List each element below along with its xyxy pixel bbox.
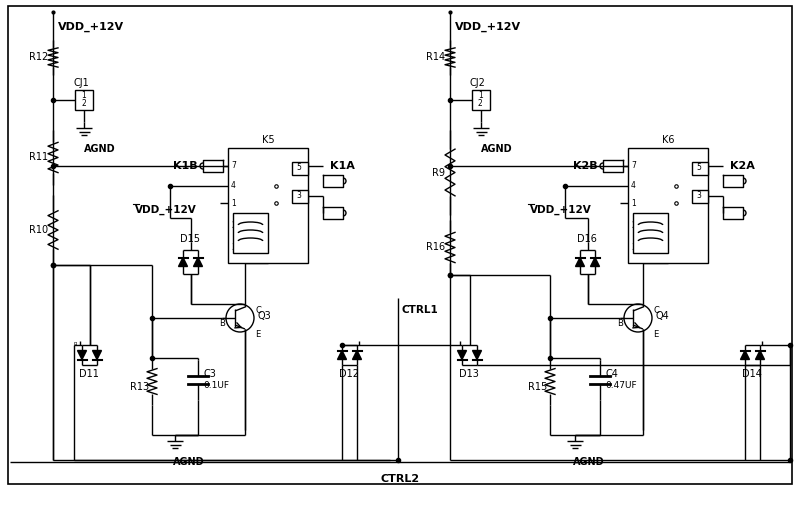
Text: C3: C3 (203, 369, 216, 379)
Text: VDD_+12V: VDD_+12V (135, 205, 197, 215)
Text: 3: 3 (231, 244, 236, 252)
Polygon shape (458, 351, 466, 359)
Text: R10: R10 (29, 225, 48, 235)
Text: Q4: Q4 (656, 311, 670, 321)
Text: 3: 3 (631, 244, 636, 252)
Bar (228, 148, 308, 263)
Text: 4: 4 (231, 181, 236, 191)
Text: 0.1UF: 0.1UF (203, 381, 229, 391)
Text: CJ1: CJ1 (73, 78, 89, 88)
Text: 4: 4 (631, 181, 636, 191)
Polygon shape (353, 351, 362, 359)
Text: 0.47UF: 0.47UF (605, 381, 637, 391)
Text: VDD_+12V: VDD_+12V (58, 22, 124, 32)
Text: E: E (653, 330, 658, 339)
Text: AGND: AGND (573, 457, 605, 467)
Text: CJ2: CJ2 (470, 78, 486, 88)
Polygon shape (178, 258, 187, 266)
Text: 5: 5 (296, 163, 301, 173)
Text: 2: 2 (81, 100, 86, 108)
Text: C: C (255, 306, 261, 315)
Text: CTRL2: CTRL2 (381, 474, 419, 484)
Text: K1B: K1B (173, 161, 198, 171)
Polygon shape (575, 258, 585, 266)
Text: C: C (653, 306, 659, 315)
Text: R11: R11 (29, 153, 48, 162)
Text: D13: D13 (459, 369, 479, 379)
Text: D11: D11 (79, 369, 99, 379)
Bar (692, 190, 708, 203)
Text: 2: 2 (631, 222, 636, 230)
Bar (75, 90, 93, 110)
Text: 2: 2 (231, 222, 236, 230)
Text: AGND: AGND (481, 144, 513, 154)
Text: VDD_+12V: VDD_+12V (530, 205, 592, 215)
Text: D12: D12 (339, 369, 359, 379)
Text: AGND: AGND (173, 457, 205, 467)
Bar (292, 190, 308, 203)
Bar (628, 148, 708, 263)
Text: K2A: K2A (730, 161, 755, 171)
Text: 3: 3 (296, 192, 301, 200)
Text: C4: C4 (605, 369, 618, 379)
Text: R9: R9 (432, 168, 445, 177)
Text: R14: R14 (426, 52, 445, 63)
Bar (472, 90, 490, 110)
Text: 7: 7 (631, 161, 636, 171)
Text: B: B (617, 319, 623, 328)
Polygon shape (194, 258, 202, 266)
Text: E: E (255, 330, 260, 339)
Text: Q3: Q3 (258, 311, 272, 321)
Text: CTRL1: CTRL1 (401, 305, 438, 315)
Text: VDD_+12V: VDD_+12V (455, 22, 521, 32)
Text: K6: K6 (662, 135, 674, 145)
Polygon shape (741, 351, 750, 359)
Text: 1: 1 (478, 91, 482, 101)
Text: 3: 3 (696, 192, 701, 200)
Polygon shape (93, 351, 102, 359)
Text: B: B (219, 319, 225, 328)
Text: 7: 7 (231, 161, 236, 171)
Bar (292, 161, 308, 174)
Polygon shape (473, 351, 482, 359)
Polygon shape (78, 351, 86, 359)
Bar (233, 213, 268, 253)
Text: R16: R16 (426, 243, 445, 252)
Text: AGND: AGND (84, 144, 116, 154)
Text: 1: 1 (81, 91, 86, 101)
Polygon shape (590, 258, 599, 266)
Text: R: R (74, 342, 78, 347)
Text: 1: 1 (231, 198, 236, 208)
Text: D15: D15 (180, 234, 200, 244)
Bar (633, 213, 668, 253)
Text: R15: R15 (528, 381, 547, 392)
Text: D14: D14 (742, 369, 762, 379)
Text: 5: 5 (696, 163, 701, 173)
Text: 1: 1 (631, 198, 636, 208)
Polygon shape (755, 351, 765, 359)
Text: K2B: K2B (573, 161, 598, 171)
Text: K5: K5 (262, 135, 274, 145)
Text: 2: 2 (478, 100, 482, 108)
Bar (692, 161, 708, 174)
Text: R12: R12 (29, 52, 48, 63)
Text: K1A: K1A (330, 161, 355, 171)
Text: R13: R13 (130, 381, 149, 392)
Text: D16: D16 (577, 234, 597, 244)
Polygon shape (338, 351, 346, 359)
